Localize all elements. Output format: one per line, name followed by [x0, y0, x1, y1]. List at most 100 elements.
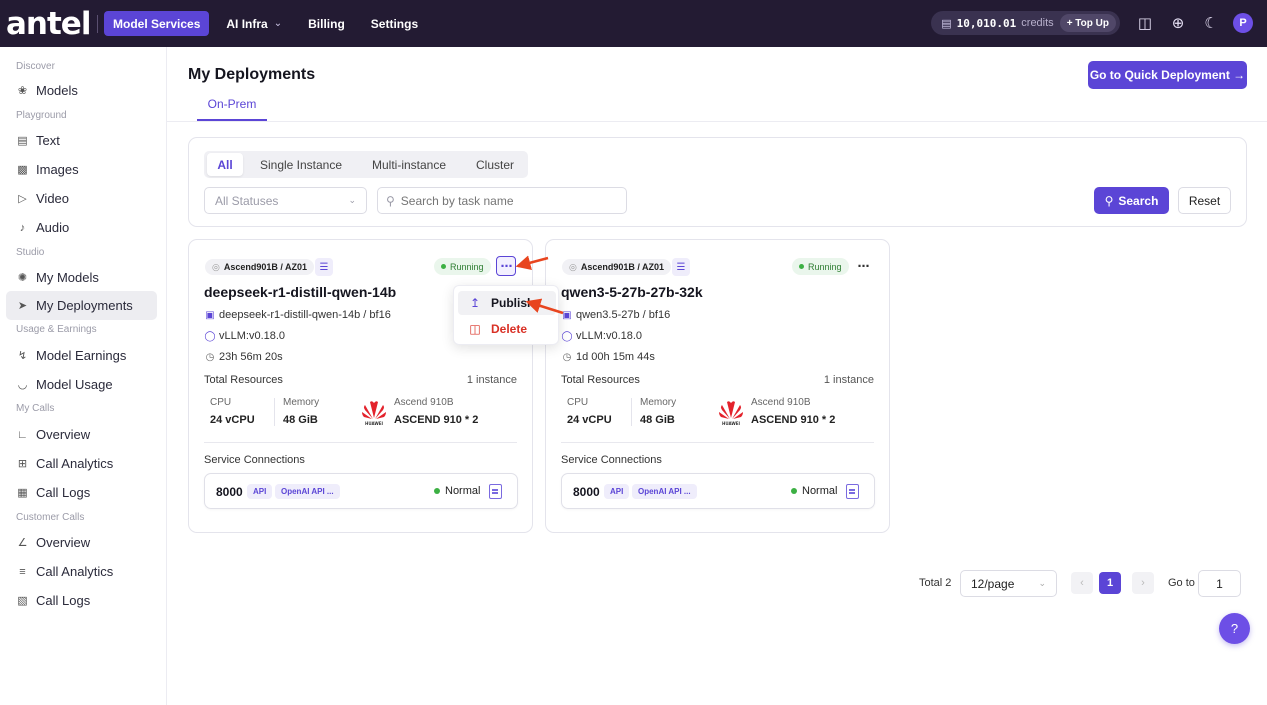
status-dot [791, 488, 797, 494]
sidebar-item-text[interactable]: ▤ Text [6, 126, 157, 155]
sidebar-item-customer-overview[interactable]: ∠ Overview [6, 528, 157, 557]
uptime-info: ◷ 23h 56m 20s [204, 351, 283, 363]
sidebar-item-label: Call Logs [36, 593, 91, 608]
help-button[interactable]: ? [1219, 613, 1250, 644]
page-button-current[interactable]: 1 [1099, 572, 1121, 594]
service-connections-label: Service Connections [204, 454, 305, 466]
status-select[interactable]: All Statuses ⌄ [204, 187, 367, 214]
credits-label: credits [1021, 17, 1054, 29]
page-size-select[interactable]: 12/page ⌄ [960, 570, 1057, 597]
sidebar-item-customer-analytics[interactable]: ≡ Call Analytics [6, 557, 157, 586]
sidebar-section-usage: Usage & Earnings [16, 324, 97, 335]
list-icon: ≡ [19, 565, 26, 578]
server-icon[interactable]: ☰ [315, 258, 333, 276]
deployment-name: qwen3-5-27b-27b-32k [561, 284, 703, 300]
filter-panel [188, 137, 1247, 227]
book-icon[interactable]: ◫ [1137, 15, 1153, 32]
logs-icon: ▧ [17, 595, 28, 607]
sidebar-item-model-usage[interactable]: ◡ Model Usage [6, 370, 157, 399]
model-text: deepseek-r1-distill-qwen-14b / bf16 [219, 309, 391, 321]
nav-billing[interactable]: Billing [299, 11, 354, 36]
memory-value: 48 GiB [283, 414, 318, 426]
quick-deployment-button[interactable]: Go to Quick Deployment → [1088, 61, 1247, 89]
location-text: Ascend901B / AZ01 [223, 262, 308, 272]
deployment-card[interactable]: ◎ Ascend901B / AZ01 ☰ Running ⋯ deepseek-… [188, 239, 533, 533]
moon-icon[interactable]: ☾ [1204, 15, 1218, 32]
port-number: 8000 [573, 485, 600, 499]
search-text-field[interactable] [400, 193, 611, 208]
sidebar-item-my-models[interactable]: ✺ My Models [6, 263, 157, 292]
reset-button[interactable]: Reset [1178, 187, 1231, 214]
instance-count: 1 instance [466, 374, 517, 386]
sidebar-item-images[interactable]: ▩ Images [6, 155, 157, 184]
api-name-tag: OpenAI API ... [632, 484, 697, 499]
models-icon: ❀ [17, 85, 28, 97]
nav-billing-label: Billing [308, 16, 345, 31]
type-cluster[interactable]: Cluster [475, 157, 514, 172]
avatar[interactable]: P [1233, 13, 1253, 33]
sidebar-item-model-earnings[interactable]: ↯ Model Earnings [6, 341, 157, 370]
document-icon[interactable] [846, 484, 859, 499]
svg-text:HUAWEI: HUAWEI [365, 421, 384, 426]
antel-logo[interactable]: antel [6, 5, 91, 42]
nav-ai-infra-label: AI Infra [226, 16, 268, 31]
nav-settings[interactable]: Settings [362, 11, 427, 36]
sidebar-item-label: Models [36, 83, 78, 98]
credits-balance[interactable]: ▤ 10,010.01 credits + Top Up [931, 11, 1120, 35]
service-connection-row[interactable]: 8000 API OpenAI API ... Normal [204, 473, 518, 509]
document-icon[interactable] [489, 484, 502, 499]
menu-item-publish[interactable]: ↥ Publish [458, 291, 556, 315]
uptime-text: 1d 00h 15m 44s [576, 351, 655, 363]
uptime-info: ◷ 1d 00h 15m 44s [561, 351, 655, 363]
sidebar-item-audio[interactable]: ♪ Audio [6, 213, 157, 242]
text-icon: ▤ [17, 135, 28, 147]
deployment-card[interactable]: ◎ Ascend901B / AZ01 ☰ Running ⋯ qwen3-5-2… [545, 239, 890, 533]
engine-info: ◯ vLLM:v0.18.0 [561, 330, 642, 342]
top-navigation-bar: antel Model Services AI Infra ⌄ Billing S… [0, 0, 1267, 47]
nav-model-services[interactable]: Model Services [104, 11, 210, 36]
server-icon[interactable]: ☰ [672, 258, 690, 276]
column-divider [631, 398, 632, 426]
connection-status: Normal [434, 485, 480, 497]
svg-text:HUAWEI: HUAWEI [722, 421, 741, 426]
sidebar-item-my-calls-analytics[interactable]: ⊞ Call Analytics [6, 449, 157, 478]
type-all[interactable]: All [207, 153, 243, 176]
prev-page-button[interactable]: ‹ [1071, 572, 1093, 594]
model-info: ▣ deepseek-r1-distill-qwen-14b / bf16 [204, 309, 391, 321]
pagination-total: Total 2 [919, 577, 952, 589]
nav-ai-infra[interactable]: AI Infra ⌄ [217, 11, 291, 36]
service-connection-row[interactable]: 8000 API OpenAI API ... Normal [561, 473, 875, 509]
sidebar [0, 47, 167, 705]
sidebar-item-my-calls-overview[interactable]: ∟ Overview [6, 420, 157, 449]
table-icon: ⊞ [17, 458, 28, 470]
type-single-instance[interactable]: Single Instance [259, 157, 343, 172]
search-input[interactable]: ⚲ [377, 187, 627, 214]
next-page-button[interactable]: › [1132, 572, 1154, 594]
accelerator-value: ASCEND 910 * 2 [751, 414, 836, 426]
sidebar-section-my-calls: My Calls [16, 403, 55, 414]
menu-item-delete[interactable]: ◫ Delete [458, 317, 556, 341]
sidebar-item-video[interactable]: ▷ Video [6, 184, 157, 213]
goto-page-input[interactable]: 1 [1198, 570, 1241, 597]
globe-icon[interactable]: ⊕ [1171, 15, 1185, 32]
sidebar-item-my-calls-logs[interactable]: ▦ Call Logs [6, 478, 157, 507]
type-multi-instance[interactable]: Multi-instance [371, 157, 447, 172]
search-button[interactable]: ⚲ Search [1094, 187, 1169, 214]
rocket-icon: ➤ [17, 300, 28, 312]
sidebar-item-my-deployments[interactable]: ➤ My Deployments [6, 291, 157, 320]
connection-status-text: Normal [802, 485, 838, 497]
sidebar-section-playground: Playground [16, 110, 67, 121]
tab-on-prem[interactable]: On-Prem [207, 97, 257, 111]
huawei-logo-icon: HUAWEI [719, 401, 743, 426]
memory-label: Memory [283, 397, 320, 408]
sidebar-item-label: Call Analytics [36, 564, 114, 579]
sidebar-item-label: Video [36, 191, 70, 206]
sidebar-item-label: Overview [36, 427, 91, 442]
more-actions-button[interactable]: ⋯ [857, 259, 870, 273]
top-up-button[interactable]: + Top Up [1059, 14, 1116, 32]
more-actions-button[interactable]: ⋯ [496, 256, 516, 276]
sidebar-item-models[interactable]: ❀ Models [6, 76, 157, 105]
status-text: Running [450, 261, 484, 272]
sidebar-item-customer-logs[interactable]: ▧ Call Logs [6, 586, 157, 615]
port-number: 8000 [216, 485, 243, 499]
